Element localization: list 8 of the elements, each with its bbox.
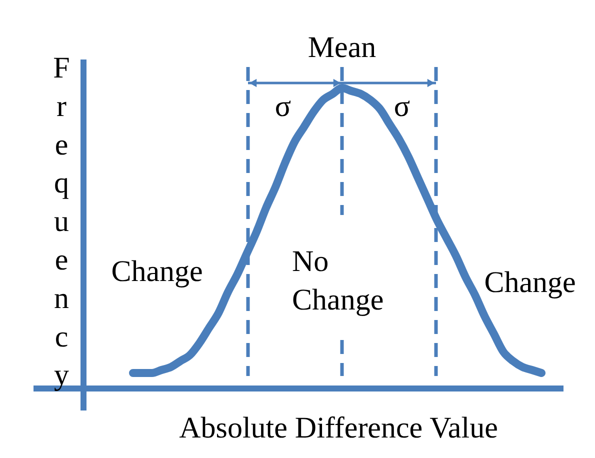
annotation: σ [394,90,410,123]
annotation: No Change [292,245,384,316]
text: Frequency [53,52,70,392]
x-axis-title: Absolute Difference Value [179,412,498,444]
annotation: Change [111,255,203,288]
annotation: Change [484,266,576,299]
text: Mean [308,31,376,64]
annotation: σ [274,90,292,123]
